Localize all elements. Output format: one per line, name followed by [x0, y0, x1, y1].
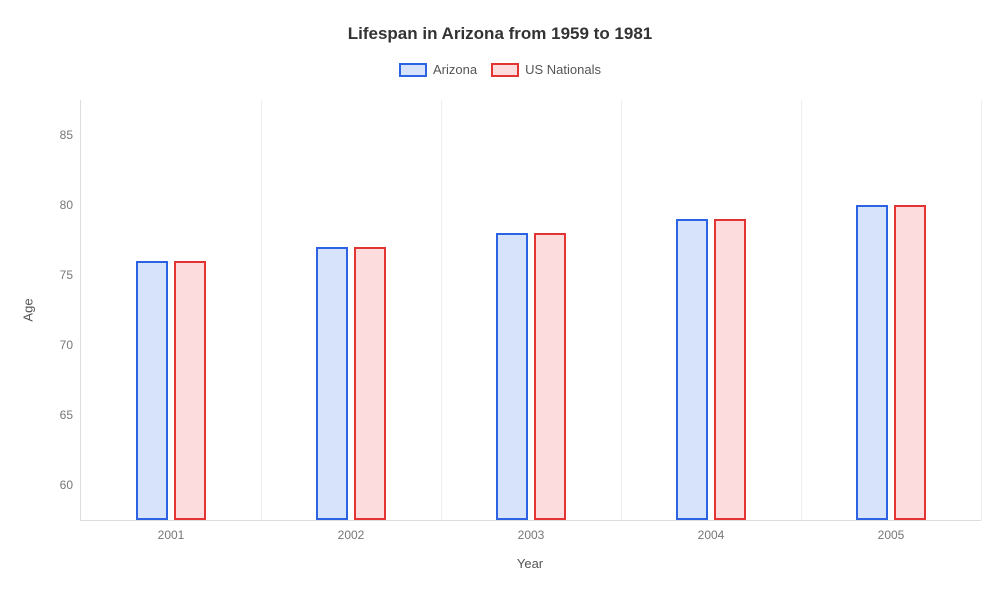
- bar: [316, 247, 348, 520]
- bar: [894, 205, 926, 520]
- bar: [496, 233, 528, 520]
- legend-item-arizona: Arizona: [399, 62, 477, 77]
- gridline-vertical: [801, 100, 802, 520]
- y-tick-label: 75: [60, 268, 73, 282]
- x-axis-label: Year: [517, 556, 543, 571]
- legend-swatch-us-nationals: [491, 63, 519, 77]
- gridline-vertical: [981, 100, 982, 520]
- x-tick-label: 2002: [338, 528, 365, 542]
- y-tick-label: 80: [60, 198, 73, 212]
- gridline-vertical: [441, 100, 442, 520]
- bar: [136, 261, 168, 520]
- x-tick-label: 2005: [878, 528, 905, 542]
- bar: [856, 205, 888, 520]
- plot-area: 60657075808520012002200320042005: [80, 100, 981, 521]
- legend-swatch-arizona: [399, 63, 427, 77]
- x-tick-label: 2003: [518, 528, 545, 542]
- bar: [676, 219, 708, 520]
- chart-container: Lifespan in Arizona from 1959 to 1981 Ar…: [0, 0, 1000, 600]
- legend-label-us-nationals: US Nationals: [525, 62, 601, 77]
- legend-item-us-nationals: US Nationals: [491, 62, 601, 77]
- gridline-vertical: [261, 100, 262, 520]
- y-tick-label: 60: [60, 478, 73, 492]
- bar: [534, 233, 566, 520]
- bar: [354, 247, 386, 520]
- bar: [174, 261, 206, 520]
- x-tick-label: 2004: [698, 528, 725, 542]
- gridline-vertical: [621, 100, 622, 520]
- y-tick-label: 85: [60, 128, 73, 142]
- y-tick-label: 70: [60, 338, 73, 352]
- chart-title: Lifespan in Arizona from 1959 to 1981: [0, 24, 1000, 44]
- y-tick-label: 65: [60, 408, 73, 422]
- legend: Arizona US Nationals: [0, 62, 1000, 77]
- y-axis-label: Age: [21, 298, 36, 321]
- x-tick-label: 2001: [158, 528, 185, 542]
- bar: [714, 219, 746, 520]
- legend-label-arizona: Arizona: [433, 62, 477, 77]
